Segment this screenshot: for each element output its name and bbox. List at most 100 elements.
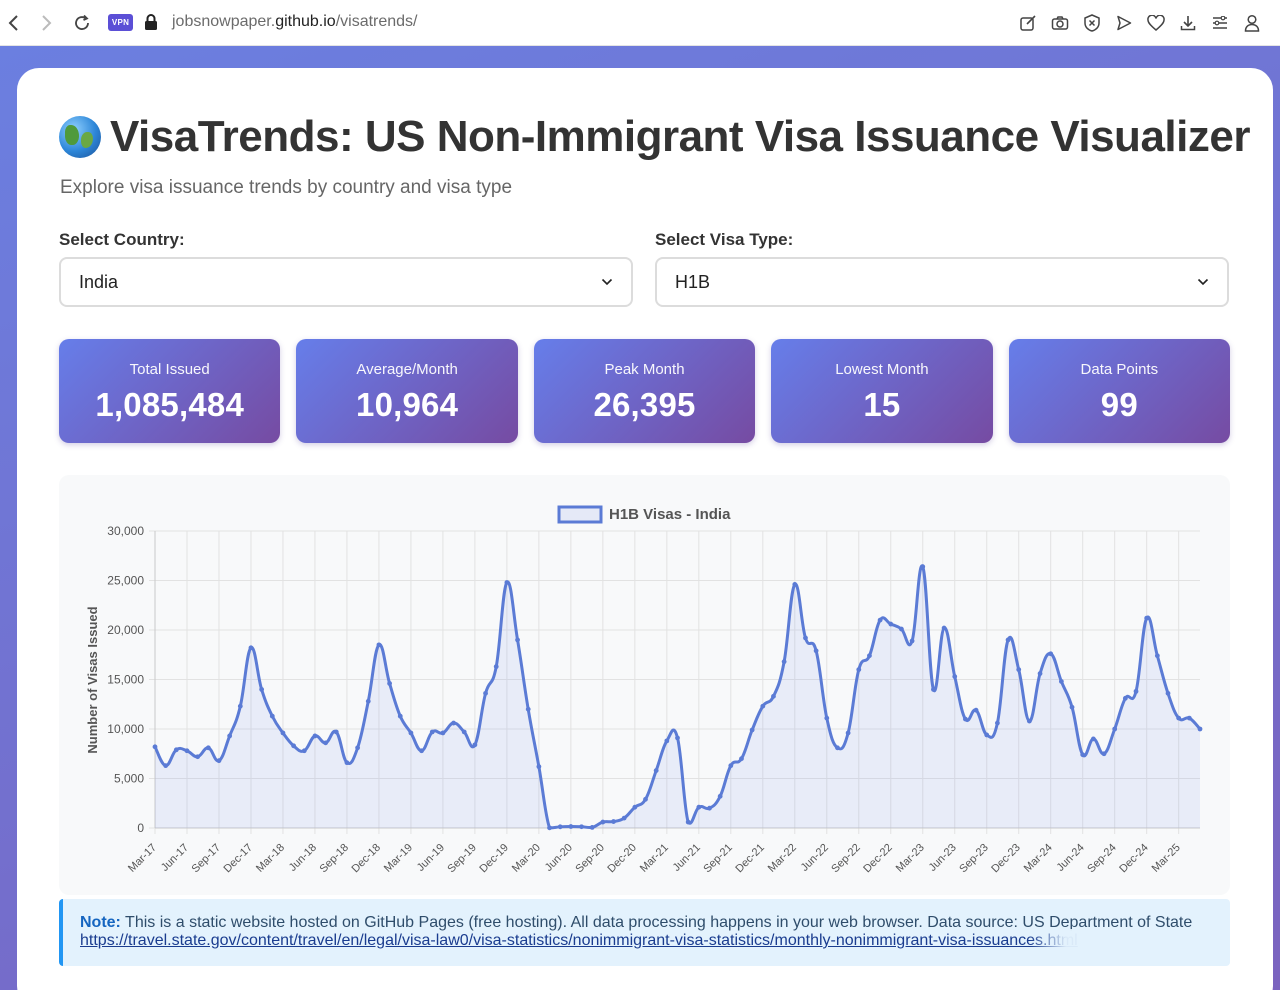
data-point	[643, 796, 648, 802]
profile-icon[interactable]	[1241, 12, 1262, 34]
data-point	[525, 706, 531, 712]
data-point	[813, 648, 819, 654]
data-point	[653, 768, 659, 773]
data-point	[600, 819, 606, 825]
x-tick-label: Sep-18	[317, 842, 351, 876]
edit-icon[interactable]	[1017, 12, 1038, 34]
stats-row: Total Issued 1,085,484 Average/Month 10,…	[59, 339, 1231, 443]
x-tick-label: Sep-20	[573, 842, 607, 876]
y-tick-label: 20,000	[107, 623, 144, 637]
page-title: VisaTrends: US Non-Immigrant Visa Issuan…	[59, 112, 1250, 162]
x-tick-label: Mar-21	[638, 842, 671, 875]
forward-icon[interactable]	[34, 11, 58, 35]
y-tick-label: 5,000	[114, 772, 144, 786]
x-tick-label: Sep-22	[829, 842, 863, 876]
data-point	[1101, 751, 1107, 757]
x-tick-label: Jun-19	[415, 842, 447, 874]
page-title-text: VisaTrends: US Non-Immigrant Visa Issuan…	[110, 112, 1250, 161]
legend-label: H1B Visas - India	[609, 506, 731, 523]
download-icon[interactable]	[1177, 12, 1198, 34]
data-point	[771, 693, 776, 699]
data-point	[493, 664, 499, 670]
data-point	[1133, 688, 1139, 694]
data-point	[451, 720, 456, 726]
data-point	[781, 659, 787, 665]
x-tick-label: Sep-19	[445, 842, 479, 876]
data-point	[557, 824, 563, 830]
data-point	[611, 819, 616, 824]
data-point	[621, 815, 627, 821]
data-point	[803, 635, 808, 641]
x-tick-label: Mar-24	[1022, 842, 1055, 875]
stat-title: Average/Month	[356, 360, 458, 378]
data-point	[835, 745, 840, 751]
data-point	[397, 713, 403, 719]
data-point	[1005, 637, 1011, 643]
data-point	[717, 793, 723, 799]
x-tick-label: Jun-23	[927, 842, 959, 874]
data-point	[867, 653, 872, 659]
stat-value: 15	[863, 385, 901, 423]
data-point	[739, 756, 744, 762]
x-tick-label: Dec-24	[1117, 842, 1151, 876]
visa-type-label: Select Visa Type:	[655, 230, 794, 249]
data-point	[173, 747, 179, 753]
data-point	[419, 748, 424, 754]
stat-value: 10,964	[356, 385, 459, 423]
send-icon[interactable]	[1113, 12, 1134, 34]
data-point	[994, 720, 1000, 726]
shield-icon[interactable]	[1081, 12, 1102, 34]
x-tick-label: Dec-23	[989, 842, 1023, 876]
data-point	[408, 730, 414, 736]
data-point	[195, 754, 201, 760]
x-tick-label: Dec-17	[222, 842, 256, 876]
data-point	[920, 564, 926, 570]
data-point	[792, 582, 798, 587]
data-point	[472, 742, 478, 748]
heart-icon[interactable]	[1145, 12, 1166, 34]
menu-icon[interactable]	[1209, 12, 1230, 34]
data-point	[515, 637, 520, 643]
x-tick-label: Mar-23	[894, 842, 927, 875]
data-point	[504, 580, 510, 585]
x-tick-label: Mar-25	[1150, 842, 1183, 875]
reload-icon[interactable]	[70, 11, 94, 35]
data-point	[280, 730, 286, 736]
data-point	[1186, 715, 1192, 721]
x-tick-label: Mar-18	[254, 842, 287, 875]
data-point	[632, 804, 638, 810]
chevron-down-icon	[1197, 278, 1209, 286]
series-line	[153, 564, 1202, 830]
stat-card-total: Total Issued 1,085,484	[59, 339, 281, 443]
country-select[interactable]: India	[59, 257, 633, 307]
y-axis-title: Number of Visas Issued	[85, 606, 100, 753]
lock-icon[interactable]	[144, 13, 158, 31]
x-tick-label: Sep-24	[1085, 842, 1119, 876]
data-point	[1026, 718, 1032, 724]
back-icon[interactable]	[2, 11, 26, 35]
y-tick-label: 15,000	[107, 673, 144, 687]
data-point	[1016, 667, 1022, 672]
legend-swatch	[557, 505, 603, 524]
data-point	[312, 733, 318, 739]
data-point	[301, 748, 307, 754]
data-point	[845, 730, 851, 736]
data-point	[707, 805, 712, 811]
note-lead: Note:	[80, 914, 121, 931]
camera-icon[interactable]	[1049, 12, 1070, 34]
url-path: /visatrends/	[335, 13, 418, 30]
data-point	[931, 687, 936, 692]
stat-card-lowest: Lowest Month 15	[771, 339, 993, 443]
data-point	[1176, 715, 1182, 721]
data-point	[909, 638, 915, 644]
address-bar[interactable]: jobsnowpaper.github.io/visatrends/	[172, 13, 418, 31]
note-text: This is a static website hosted on GitHu…	[120, 914, 1193, 931]
data-source-link[interactable]: https://travel.state.gov/content/travel/…	[80, 932, 1078, 949]
line-chart[interactable]: 0 5,000 10,000 15,000 20,000 25,000 30,000 Mar-…	[59, 475, 1230, 895]
data-point	[888, 621, 894, 627]
url-host-prefix: jobsnowpaper.	[172, 13, 276, 30]
data-point	[536, 764, 542, 770]
visa-type-select[interactable]: H1B	[655, 257, 1229, 307]
vpn-badge[interactable]: VPN	[108, 14, 133, 31]
browser-toolbar: VPN jobsnowpaper.github.io/visatrends/	[0, 0, 1280, 46]
